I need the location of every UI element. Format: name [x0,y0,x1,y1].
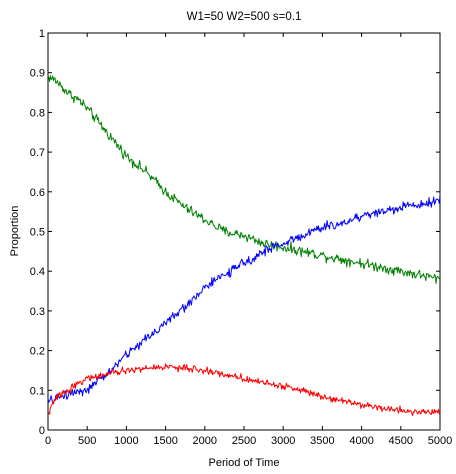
y-tick-label: 0.6 [30,187,45,199]
y-tick-label: 0.4 [30,266,45,278]
x-tick-label: 1000 [114,435,138,447]
series-line-3 [47,363,441,417]
x-tick-label: 0 [45,435,51,447]
axis-layer: 0 500 1000 1500 2000 2500 3000 3500 4000 4500 5000… [30,28,453,447]
x-tick-label: 4000 [349,435,373,447]
y-tick-label: 1 [39,28,45,40]
x-tick-label: 2500 [232,435,256,447]
chart-title: W1=50 W2=500 s=0.1 [187,11,302,23]
x-tick-label: 5000 [428,435,452,447]
y-tick-label: 0 [39,425,45,437]
y-tick-label: 0.2 [30,346,45,358]
y-tick-label: 0.9 [30,68,45,80]
series-line-1 [47,75,441,284]
x-tick-label: 3500 [310,435,334,447]
x-tick-label: 4500 [389,435,413,447]
y-tick-label: 0.8 [30,107,45,119]
x-tick-label: 1500 [153,435,177,447]
y-tick-label: 0.3 [30,306,45,318]
y-axis-label: Proportion [9,206,21,257]
y-tick-label: 0.7 [30,147,45,159]
x-axis-label: Period of Time [209,457,280,469]
series-line-2 [47,195,441,404]
x-tick-label: 500 [78,435,96,447]
y-tick-label: 0.1 [30,385,45,397]
series-layer [47,75,441,417]
x-tick-label: 2000 [193,435,217,447]
y-tick-label: 0.5 [30,227,45,239]
plot-area [47,32,441,431]
x-tick-label: 3000 [271,435,295,447]
